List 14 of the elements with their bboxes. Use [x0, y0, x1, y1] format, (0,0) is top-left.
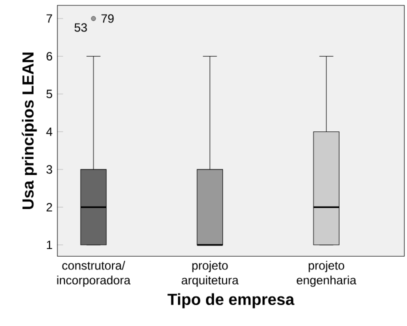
x-tick-label: projeto engenharia: [296, 261, 356, 287]
y-tick-label: 3: [46, 165, 52, 174]
y-tick-label: 7: [46, 14, 52, 23]
y-tick-label: 6: [46, 52, 52, 61]
y-tick-label: 4: [46, 128, 52, 136]
y-axis-title: Usa princípios LEAN: [22, 52, 37, 210]
y-tick-label: 2: [46, 203, 52, 212]
annotation: 53: [74, 23, 87, 32]
y-tick-label: 5: [46, 90, 52, 98]
x-axis-title: Tipo de empresa: [168, 294, 294, 308]
y-tick-label: 1: [46, 240, 52, 250]
x-tick-label: projeto arquitetura: [182, 261, 239, 287]
x-tick-label: construtora/ incorporadora: [57, 261, 131, 287]
annotation: 79: [101, 14, 114, 23]
